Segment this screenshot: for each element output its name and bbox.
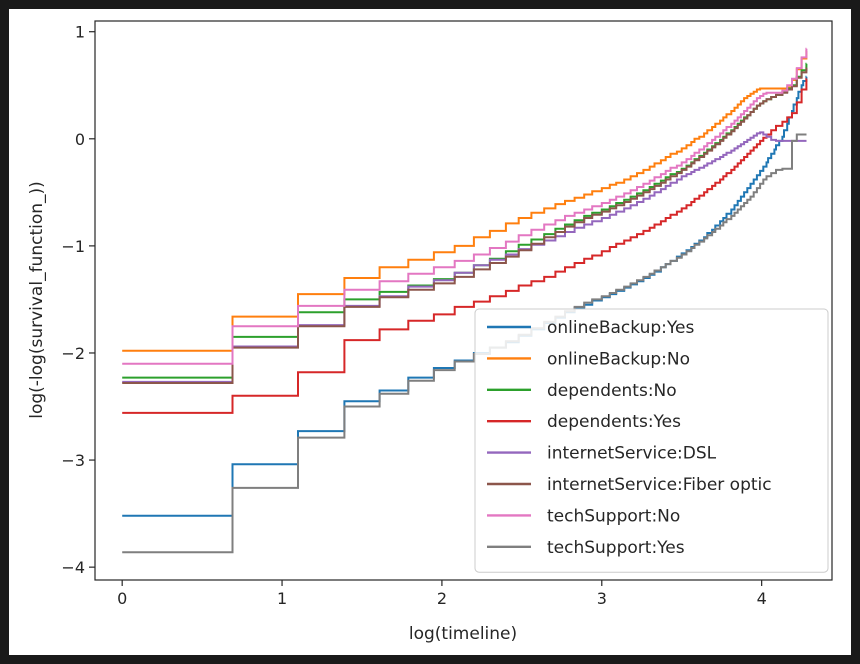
- chart-canvas: 0 1 2 3 4 −4 −3 −2 −1 0 1 log(timeline) log(-log(…: [9, 9, 851, 655]
- legend-label-internetservice-fiber-optic: internetService:Fiber optic: [547, 475, 772, 495]
- series-line-internetservice-dsl: [122, 131, 807, 383]
- series-layer: [122, 47, 808, 554]
- x-tick-label: 2: [437, 589, 447, 608]
- y-axis-label: log(-log(survival_function_)): [27, 181, 47, 419]
- survival-chart: 0 1 2 3 4 −4 −3 −2 −1 0 1 log(timeline) log(-log(…: [27, 20, 833, 644]
- plot-area-frame: [94, 20, 833, 581]
- x-tick-label: 3: [597, 589, 607, 608]
- y-tick-label: 0: [75, 130, 85, 149]
- y-tick-label: −3: [61, 451, 85, 470]
- y-axis-ticks: −4 −3 −2 −1 0 1: [61, 23, 95, 577]
- x-tick-label: 1: [277, 589, 287, 608]
- legend-label-onlinebackup-no: onlineBackup:No: [547, 349, 690, 369]
- legend-label-dependents-yes: dependents:Yes: [547, 412, 681, 432]
- series-line-onlinebackup-no: [122, 50, 808, 352]
- legend-box: [474, 308, 829, 573]
- series-line-dependents-yes: [122, 77, 808, 414]
- x-axis-label: log(timeline): [409, 624, 517, 644]
- x-tick-label: 4: [757, 589, 767, 608]
- legend-label-onlinebackup-yes: onlineBackup:Yes: [547, 318, 694, 338]
- series-line-techsupport-no: [122, 47, 808, 365]
- y-tick-label: 1: [75, 23, 85, 42]
- x-tick-label: 0: [117, 589, 127, 608]
- y-tick-label: −4: [61, 558, 85, 577]
- legend: onlineBackup:Yes onlineBackup:No dependent…: [474, 308, 829, 573]
- y-tick-label: −2: [61, 344, 85, 363]
- legend-label-techsupport-yes: techSupport:Yes: [547, 538, 685, 558]
- legend-label-techsupport-no: techSupport:No: [547, 506, 680, 526]
- legend-label-dependents-no: dependents:No: [547, 381, 677, 401]
- y-tick-label: −1: [61, 237, 85, 256]
- series-line-internetservice-fiber-optic: [122, 67, 808, 384]
- x-axis-ticks: 0 1 2 3 4: [117, 580, 767, 608]
- legend-label-internetservice-dsl: internetService:DSL: [547, 444, 717, 464]
